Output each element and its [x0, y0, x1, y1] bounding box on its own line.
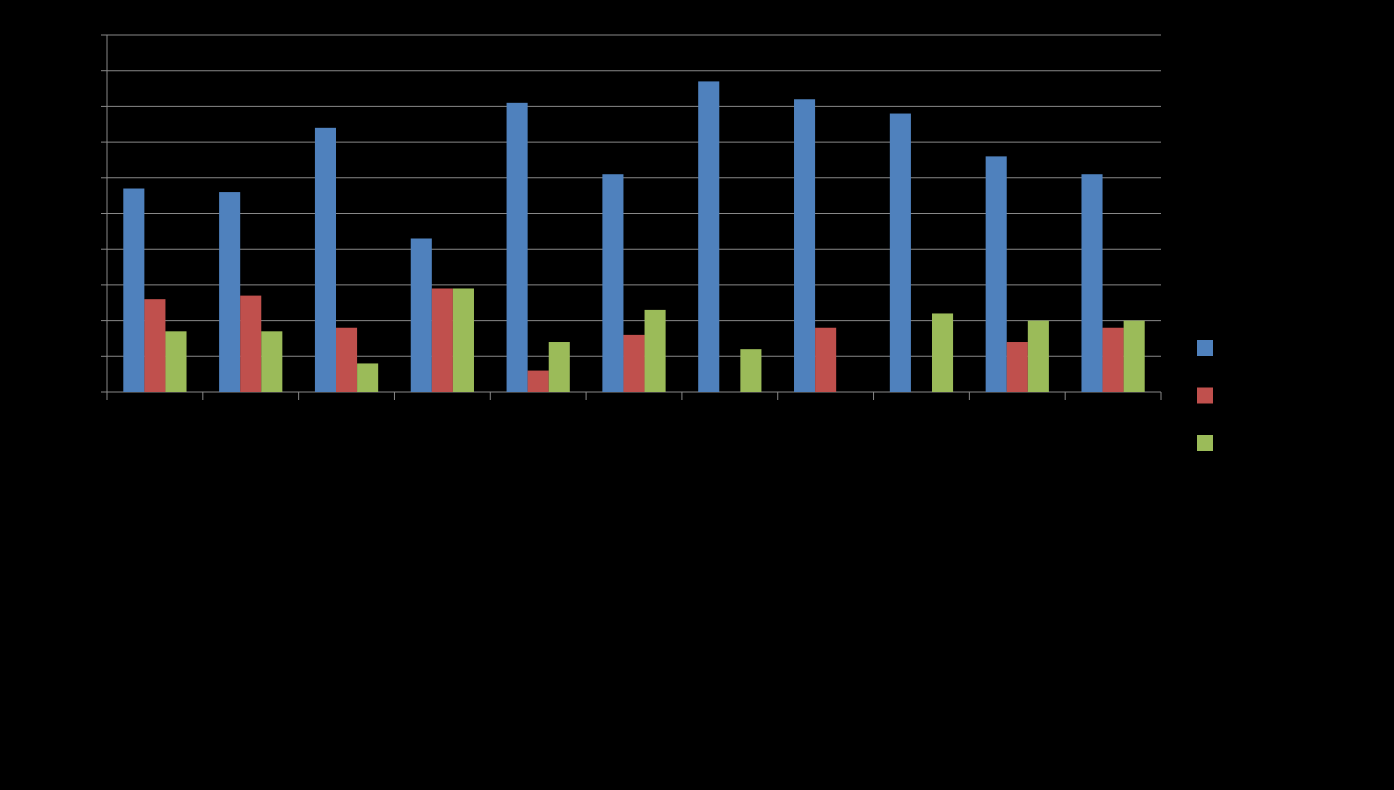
bar [240, 295, 262, 392]
bar [336, 327, 358, 392]
bar [644, 309, 666, 392]
bar [1027, 320, 1049, 392]
bar [261, 331, 283, 392]
bar [889, 113, 911, 392]
bar [1081, 174, 1103, 392]
bar [410, 238, 432, 392]
bar [815, 327, 837, 392]
bar [527, 370, 549, 392]
bar [698, 81, 720, 392]
bar [602, 174, 624, 392]
bar [123, 188, 145, 392]
legend-marker [1197, 387, 1213, 404]
bar [623, 334, 645, 392]
bar [506, 102, 528, 392]
bar [314, 127, 337, 392]
bar [144, 299, 166, 392]
bar [1123, 320, 1145, 392]
bar [548, 342, 570, 392]
bar [985, 156, 1007, 392]
legend-marker [1197, 435, 1213, 451]
bar [1006, 342, 1028, 392]
bar [740, 349, 762, 392]
bar [219, 192, 241, 392]
legend-marker [1197, 340, 1213, 356]
bar [165, 331, 187, 392]
bar [431, 288, 453, 392]
bar [357, 363, 379, 392]
bar [794, 99, 816, 392]
bar [452, 288, 474, 392]
bar [931, 313, 954, 392]
bar [1102, 327, 1124, 392]
